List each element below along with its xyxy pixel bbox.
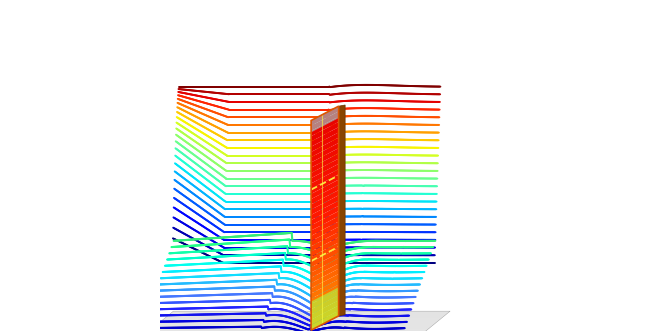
Polygon shape (101, 311, 450, 331)
Polygon shape (311, 253, 339, 272)
Polygon shape (311, 306, 339, 325)
Polygon shape (311, 185, 339, 204)
Polygon shape (311, 143, 339, 163)
Polygon shape (311, 180, 339, 199)
Polygon shape (311, 127, 339, 147)
Polygon shape (311, 122, 339, 141)
Polygon shape (311, 206, 339, 225)
Polygon shape (311, 248, 339, 267)
Polygon shape (311, 195, 339, 215)
Polygon shape (311, 269, 339, 288)
Polygon shape (311, 148, 339, 168)
Polygon shape (339, 105, 345, 316)
Polygon shape (311, 132, 339, 152)
Polygon shape (311, 106, 339, 126)
Polygon shape (311, 274, 339, 294)
Polygon shape (311, 295, 339, 314)
Polygon shape (311, 138, 339, 157)
Polygon shape (311, 243, 339, 262)
Polygon shape (311, 300, 339, 320)
Polygon shape (311, 237, 339, 257)
Polygon shape (311, 164, 339, 183)
Polygon shape (311, 159, 339, 178)
Polygon shape (311, 201, 339, 220)
Polygon shape (311, 174, 339, 194)
Polygon shape (311, 279, 339, 299)
Polygon shape (311, 263, 339, 283)
Polygon shape (311, 287, 339, 330)
Polygon shape (311, 112, 339, 131)
Polygon shape (311, 106, 339, 132)
Polygon shape (311, 190, 339, 210)
Polygon shape (311, 153, 339, 173)
Polygon shape (311, 211, 339, 231)
Polygon shape (311, 117, 339, 136)
Polygon shape (311, 227, 339, 246)
Polygon shape (311, 290, 339, 309)
Polygon shape (311, 216, 339, 236)
Polygon shape (311, 169, 339, 189)
Polygon shape (311, 284, 339, 304)
Polygon shape (311, 258, 339, 278)
Polygon shape (311, 221, 339, 241)
Polygon shape (311, 232, 339, 252)
Polygon shape (311, 311, 339, 330)
